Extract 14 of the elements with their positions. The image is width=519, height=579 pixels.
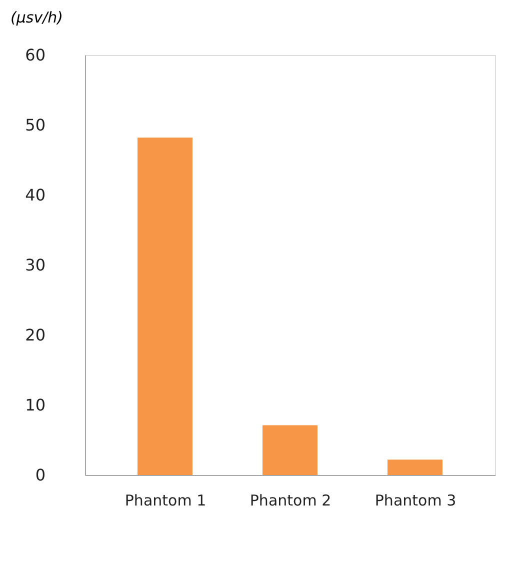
bar (262, 425, 318, 475)
y-tick-label: 20 (25, 326, 46, 344)
bar (388, 460, 442, 475)
y-tick-label: 30 (25, 256, 46, 274)
y-tick-label: 40 (25, 186, 46, 204)
x-tick-label: Phantom 1 (124, 492, 206, 510)
x-tick-label: Phantom 3 (374, 492, 456, 510)
y-tick-label: 60 (25, 46, 46, 64)
y-tick-label: 50 (25, 116, 46, 134)
y-axis-title: (μsv/h) (10, 8, 63, 26)
bar (138, 138, 192, 475)
x-tick-label: Phantom 2 (250, 492, 332, 510)
y-tick-label: 10 (25, 396, 46, 414)
y-tick-label: 0 (35, 466, 46, 484)
